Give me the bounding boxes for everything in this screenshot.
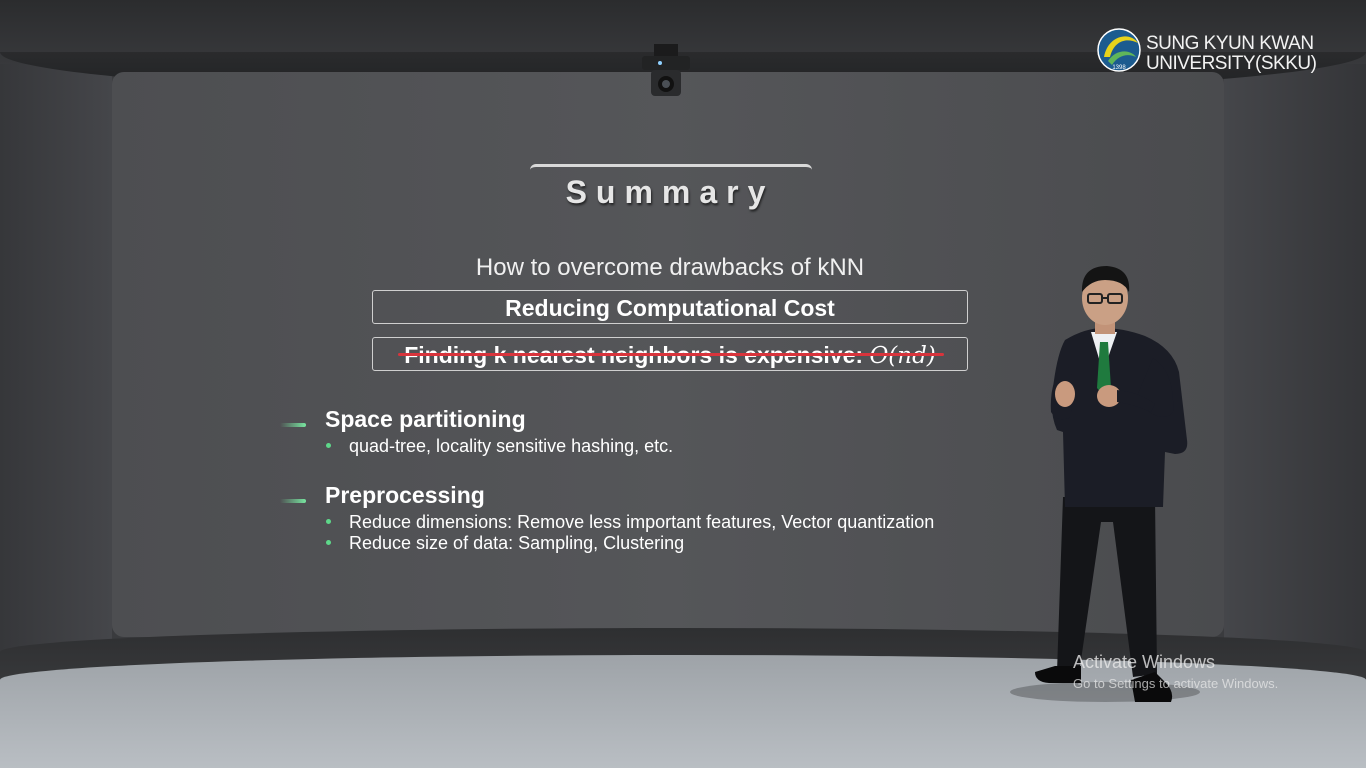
slide-title: Summary <box>565 174 775 210</box>
bullet-text: Reduce size of data: Sampling, Clusterin… <box>349 533 685 553</box>
ceiling-camera-icon <box>642 44 690 96</box>
bullet-text: Reduce dimensions: Remove less important… <box>349 512 935 532</box>
complexity-notation: O(nd) <box>869 343 936 369</box>
slide-subtitle: How to overcome drawbacks of kNN <box>475 254 865 281</box>
reducing-cost-text: Reducing Computational Cost <box>505 295 835 321</box>
section-dash-icon <box>280 499 306 503</box>
studio-wall-right <box>1224 64 1366 664</box>
presenter-figure <box>1010 266 1200 702</box>
bullet-dot-icon <box>326 518 331 524</box>
title-decoration <box>530 164 812 175</box>
section-dash-icon <box>280 423 306 427</box>
bullet-text: quad-tree, locality sensitive hashing, e… <box>349 436 674 456</box>
bullet-dot-icon <box>326 539 331 545</box>
logo-year: 1398 <box>1112 65 1126 71</box>
watermark-title: Activate Windows <box>1073 652 1216 672</box>
struck-statement: Finding k nearest neighbors is expensive… <box>398 338 944 373</box>
bullet-item: Reduce dimensions: Remove less important… <box>326 512 934 533</box>
reducing-cost-box: Reducing Computational Cost <box>372 290 968 324</box>
watermark-subtitle: Go to Settings to activate Windows. <box>1073 676 1279 691</box>
logo-line1: SUNG KYUN KWAN <box>1146 33 1314 54</box>
bullet-item: Reduce size of data: Sampling, Clusterin… <box>326 533 684 554</box>
logo-line2: UNIVERSITY(SKKU) <box>1146 53 1317 74</box>
skku-emblem-icon: 1398 <box>1097 28 1141 72</box>
windows-activation-watermark: Activate Windows Go to Settings to activ… <box>1073 652 1278 691</box>
bullet-item: quad-tree, locality sensitive hashing, e… <box>326 436 673 457</box>
section-heading-space-partitioning: Space partitioning <box>325 406 526 432</box>
university-logo: 1398 SUNG KYUN KWAN UNIVERSITY(SKKU) <box>1094 25 1334 81</box>
strikethrough-line <box>398 353 944 356</box>
studio-wall-left <box>0 64 112 664</box>
expensive-box: Finding k nearest neighbors is expensive… <box>372 337 968 371</box>
section-heading-preprocessing: Preprocessing <box>325 482 485 508</box>
bullet-dot-icon <box>326 442 331 448</box>
